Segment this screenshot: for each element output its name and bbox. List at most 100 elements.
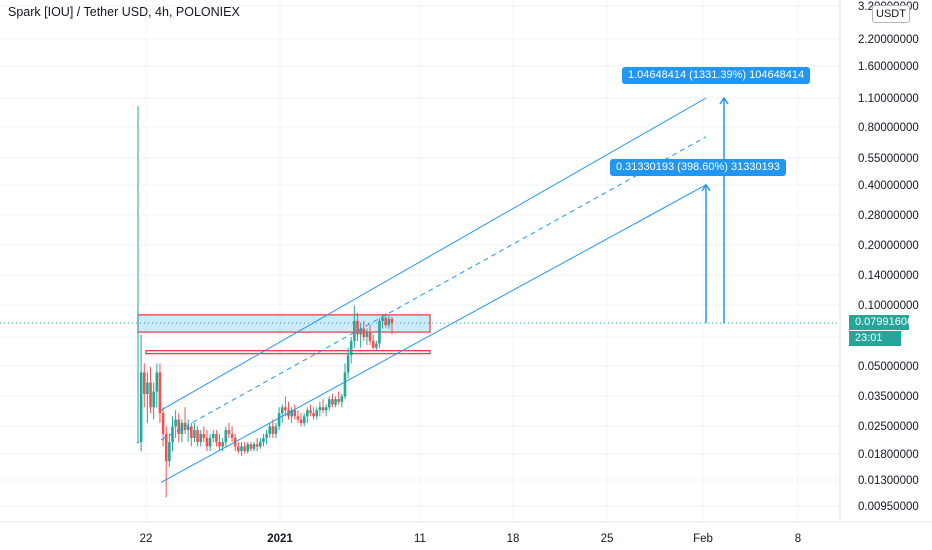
candle-body bbox=[321, 407, 325, 411]
time-tick-label: 2021 bbox=[267, 533, 293, 545]
candle-body bbox=[237, 446, 240, 452]
candle-body bbox=[381, 317, 384, 321]
candle-body bbox=[299, 419, 303, 423]
candle-body bbox=[208, 437, 212, 447]
candle-body bbox=[302, 416, 306, 423]
price-tick-label: 0.80000000 bbox=[858, 122, 919, 134]
candle-body bbox=[384, 317, 388, 326]
price-tick-label: 2.20000000 bbox=[858, 34, 919, 46]
candle-body bbox=[202, 433, 206, 438]
candle-body bbox=[196, 430, 199, 443]
channel-lower-line bbox=[160, 184, 707, 483]
price-tick-label: 0.05000000 bbox=[858, 361, 919, 373]
grid bbox=[0, 0, 840, 522]
support-box bbox=[145, 350, 431, 355]
time-tick-label: 8 bbox=[795, 533, 801, 545]
candle-body bbox=[309, 410, 312, 414]
price-tick-label: 0.55000000 bbox=[858, 153, 919, 165]
candle-body bbox=[139, 372, 143, 443]
candle-body bbox=[378, 320, 381, 344]
candle-body bbox=[211, 433, 215, 438]
candle-body bbox=[284, 407, 287, 411]
candle-body bbox=[327, 399, 331, 408]
candle-body bbox=[353, 320, 356, 341]
candle-body bbox=[205, 437, 209, 447]
currency-button[interactable]: USDT bbox=[872, 5, 910, 23]
candle-body bbox=[362, 328, 366, 338]
candle-body bbox=[296, 416, 300, 420]
candle-body bbox=[142, 372, 146, 395]
candle-body bbox=[265, 433, 268, 438]
drawings-front bbox=[160, 96, 729, 483]
candle-body bbox=[240, 446, 243, 452]
channel-mid-line bbox=[160, 136, 707, 441]
candle-body bbox=[180, 422, 184, 434]
candle-body bbox=[390, 318, 394, 324]
candle-body bbox=[293, 410, 297, 417]
price-tick-label: 0.20000000 bbox=[858, 240, 919, 252]
time-tick-label: Feb bbox=[693, 533, 713, 545]
candle-body bbox=[280, 407, 284, 414]
candle-body bbox=[174, 419, 177, 427]
candle-body bbox=[158, 372, 162, 414]
candle-body bbox=[343, 372, 347, 397]
candle-body bbox=[340, 396, 344, 402]
candle-body bbox=[318, 407, 322, 411]
candle-body bbox=[136, 442, 140, 444]
measure-label-upper[interactable]: 1.04648414 (1331.39%) 104648414 bbox=[622, 67, 811, 84]
price-tick-label: 0.02500000 bbox=[858, 421, 919, 433]
candle-body bbox=[277, 413, 281, 427]
time-tick-label: 11 bbox=[414, 533, 426, 545]
candle-body bbox=[346, 355, 350, 373]
candle-body bbox=[331, 399, 334, 405]
candle-body bbox=[368, 332, 372, 341]
candle-body bbox=[375, 343, 378, 348]
candle-body bbox=[359, 328, 362, 335]
candle-body bbox=[324, 407, 328, 411]
candle-body bbox=[268, 426, 272, 434]
channel-upper-line bbox=[160, 97, 707, 411]
price-tick-label: 0.01800000 bbox=[858, 449, 919, 461]
candles bbox=[136, 106, 394, 498]
candle-body bbox=[152, 391, 155, 408]
candle-body bbox=[146, 382, 149, 395]
candle-body bbox=[218, 442, 221, 447]
candle-body bbox=[262, 437, 265, 443]
candle-body bbox=[193, 430, 196, 438]
price-tick-label: 1.60000000 bbox=[858, 61, 919, 73]
price-tick-label: 0.28000000 bbox=[858, 210, 919, 222]
chart-title: Spark [IOU] / Tether USD, 4h, POLONIEX bbox=[8, 5, 240, 19]
price-tick-label: 0.10000000 bbox=[858, 300, 919, 312]
candle-body bbox=[365, 332, 369, 338]
candle-body bbox=[190, 426, 193, 438]
price-tick-label: 1.10000000 bbox=[858, 93, 919, 105]
candle-body bbox=[312, 413, 315, 417]
last-price-tag: 0.07991606 bbox=[849, 315, 913, 330]
price-axis[interactable]: 3.200000002.200000001.600000001.10000000… bbox=[839, 0, 919, 522]
target-arrow-head bbox=[701, 183, 711, 192]
time-tick-label: 18 bbox=[507, 533, 520, 545]
candle-body bbox=[224, 430, 228, 443]
time-tick-label: 25 bbox=[601, 533, 614, 545]
candle-body bbox=[356, 320, 359, 335]
candle-body bbox=[199, 433, 203, 443]
candle-body bbox=[168, 442, 171, 462]
time-axis[interactable]: 22 2021 11 18 25 Feb 8 bbox=[0, 521, 932, 545]
candle-body bbox=[271, 426, 275, 434]
candle-body bbox=[371, 340, 375, 348]
candle-body bbox=[387, 318, 391, 326]
price-tick-label: 0.40000000 bbox=[858, 180, 919, 192]
candle-body bbox=[230, 433, 234, 438]
price-tick-label: 0.01300000 bbox=[858, 475, 919, 487]
candle-body bbox=[227, 430, 231, 434]
candle-body bbox=[290, 410, 293, 417]
measure-label-lower[interactable]: 0.31330193 (398.60%) 31330193 bbox=[610, 159, 786, 176]
target-arrow-head bbox=[719, 96, 729, 105]
candle-body bbox=[274, 426, 278, 434]
candle-body bbox=[334, 399, 337, 405]
time-tick-label: 22 bbox=[140, 533, 153, 545]
candle-body bbox=[186, 426, 190, 431]
countdown-tag: 23:01 bbox=[849, 331, 901, 346]
candle-body bbox=[258, 442, 262, 447]
candle-body bbox=[171, 426, 174, 443]
